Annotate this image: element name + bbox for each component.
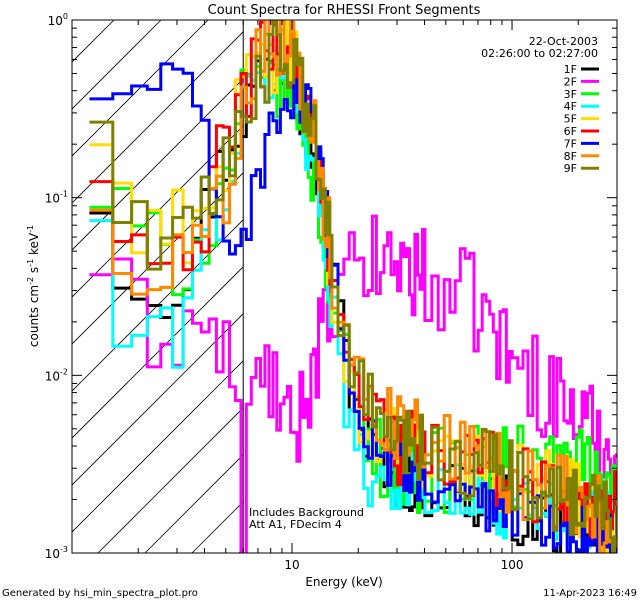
hatched-region <box>0 20 244 553</box>
plot-frame <box>71 19 618 554</box>
legend-label: 5F <box>564 113 577 126</box>
series-layer <box>89 20 617 553</box>
hatch-line <box>72 219 244 392</box>
hatch-line <box>144 454 244 553</box>
y-tick-label: 10-2 <box>45 367 68 383</box>
legend-label: 8F <box>564 150 577 163</box>
legend-label: 3F <box>564 88 577 101</box>
series-line-3F <box>89 28 617 531</box>
y-tick-label: 10-1 <box>45 190 68 206</box>
legend-label: 7F <box>564 137 577 150</box>
y-tick-label: 100 <box>48 12 68 28</box>
hatch-line <box>72 266 244 439</box>
hatch-line <box>97 407 244 553</box>
x-tick-label: 100 <box>501 558 524 572</box>
x-axis-label: Energy (keV) <box>305 575 382 589</box>
legend-label: 4F <box>564 100 577 113</box>
series-line-7F <box>89 62 617 553</box>
axis-ticks: 10 100 100 10-1 10-2 10-3 <box>45 12 618 572</box>
hatch-line <box>72 172 244 345</box>
footer-timestamp: 11-Apr-2023 16:49 <box>543 588 637 599</box>
hatch-line <box>72 31 244 204</box>
time-range-label: 02:26:00 to 02:27:00 <box>481 47 598 60</box>
hatch-line <box>72 125 244 298</box>
series-line-6F <box>89 20 617 543</box>
x-tick-label: 10 <box>284 558 299 572</box>
hatch-line <box>72 20 162 110</box>
hatch-line <box>72 20 209 157</box>
hatch-line <box>72 360 244 533</box>
series-line-9F <box>89 20 617 553</box>
legend-label: 6F <box>564 125 577 138</box>
hatch-line <box>72 313 244 486</box>
y-axis-label: counts cm-2 s-1 keV-1 <box>26 225 41 347</box>
series-line-2F <box>89 214 617 553</box>
legend-label: 1F <box>564 63 577 76</box>
hatch-line <box>72 78 244 251</box>
annotation-attenuator: Att A1, FDecim 4 <box>249 518 342 531</box>
y-tick-label: 10-3 <box>45 545 68 561</box>
chart-title: Count Spectra for RHESSI Front Segments <box>208 3 481 18</box>
date-label: 22-Oct-2003 <box>529 35 598 48</box>
legend-label: 9F <box>564 162 577 175</box>
annotation-background: Includes Background <box>249 506 364 519</box>
legend-label: 2F <box>564 75 577 88</box>
footer-generated: Generated by hsi_min_spectra_plot.pro <box>2 588 198 599</box>
hatch-line <box>0 20 20 553</box>
